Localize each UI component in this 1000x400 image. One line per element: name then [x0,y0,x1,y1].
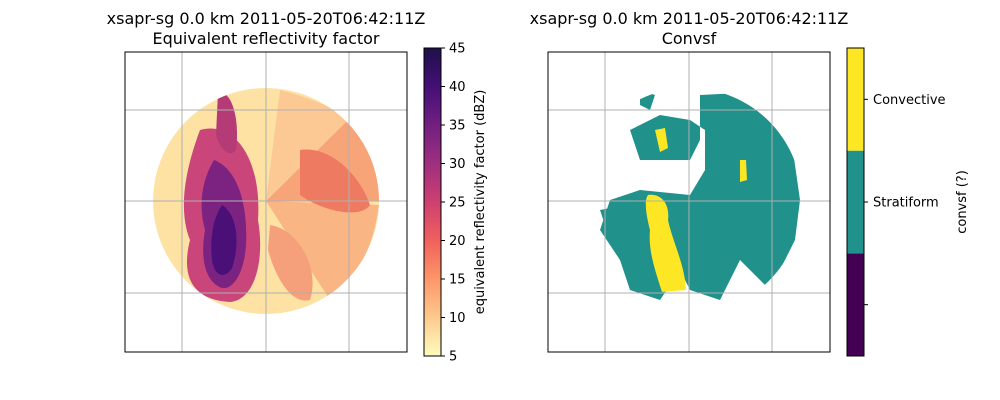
convsf-colorbar-band [847,253,864,356]
reflectivity-colorbar-fill [424,48,441,356]
convsf-colorbar: Stratiform Convective convsf (?) [846,47,970,357]
reflectivity-field [125,52,407,352]
convsf-colorbar-bands [847,48,864,356]
right-panel: xsapr-sg 0.0 km 2011-05-20T06:42:11Z Con… [530,9,970,357]
right-subtitle: Convsf [662,29,717,48]
reflectivity-southeast [266,201,379,300]
reflectivity-colorbar-tick-label: 20 [449,234,466,249]
reflectivity-colorbar-tick-label: 35 [449,119,466,134]
convsf-convective-band [645,194,686,292]
convsf-colorbar-band [847,150,864,254]
convsf-colorbar-ticks: Stratiform Convective [864,93,946,306]
reflectivity-colorbar-ticks: 5 10 15 20 25 30 35 40 45 [441,42,466,365]
reflectivity-northeast [266,90,350,201]
reflectivity-east-band [300,149,370,213]
reflectivity-south-band [268,225,313,301]
reflectivity-colorbar-tick-label: 10 [449,311,466,326]
left-axes-frame [124,51,408,353]
left-panel: xsapr-sg 0.0 km 2011-05-20T06:42:11Z Equ… [107,9,488,365]
reflectivity-colorbar-tick-label: 30 [449,157,466,172]
convsf-convective-cell-1 [655,128,668,152]
convsf-field [548,52,830,352]
convsf-stratiform-main [600,92,800,300]
reflectivity-colorbar-tick-label: 25 [449,196,466,211]
left-title: xsapr-sg 0.0 km 2011-05-20T06:42:11Z [107,9,426,28]
reflectivity-colorbar-tick-label: 5 [449,350,457,365]
convsf-colorbar-band [847,48,864,151]
convsf-convective-cell-2 [740,160,747,182]
reflectivity-colorbar-label: equivalent reflectivity factor (dBZ) [473,90,488,315]
reflectivity-north-band [216,91,238,154]
right-axes-frame [547,51,831,353]
convsf-colorbar-tick-label: Convective [873,93,946,108]
reflectivity-colorbar-tick-label: 15 [449,273,466,288]
right-title: xsapr-sg 0.0 km 2011-05-20T06:42:11Z [530,9,849,28]
convsf-stratiform-north [640,90,655,110]
reflectivity-colorbar-tick-label: 40 [449,80,466,95]
reflectivity-colorbar: 5 10 15 20 25 30 35 40 45 equivalent reflectivit… [423,42,488,365]
reflectivity-colorbar-tick-label: 45 [449,42,466,57]
convsf-colorbar-tick-label: Stratiform [873,196,939,211]
left-subtitle: Equivalent reflectivity factor [152,29,379,48]
convsf-colorbar-label: convsf (?) [955,170,970,234]
reflectivity-core-dark [211,205,237,275]
